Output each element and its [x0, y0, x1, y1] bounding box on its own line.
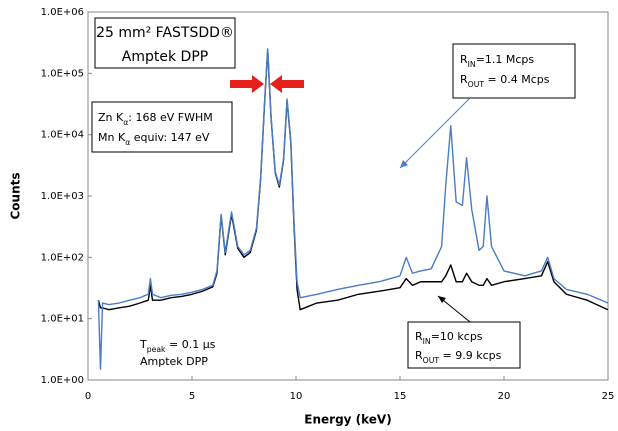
annotation-text: Zn Kα: 168 eV FWHM — [98, 111, 213, 127]
y-tick-label: 1.0E+06 — [41, 7, 84, 18]
annotation-segment: α — [125, 138, 130, 147]
annotation-segment: IN — [468, 60, 476, 69]
y-tick-label: 1.0E+01 — [41, 314, 84, 325]
annotation-segment: = 9.9 kcps — [439, 349, 502, 362]
annotation-segment: = 0.1 µs — [166, 338, 216, 351]
y-tick-label: 1.0E+03 — [41, 191, 84, 202]
series-group — [97, 48, 609, 370]
annotation-segment: =1.1 Mcps — [476, 53, 535, 66]
annotation-segment: Amptek DPP — [122, 49, 208, 65]
x-tick-label: 5 — [189, 391, 195, 402]
annotation-group — [91, 17, 576, 369]
pointer-line — [399, 97, 471, 169]
annotation-segment: Zn K — [98, 111, 124, 124]
annotation-segment: R — [415, 330, 423, 343]
annotation-segment: IN — [423, 337, 431, 346]
red-arrow — [230, 75, 264, 93]
y-tick-label: 1.0E+02 — [41, 252, 84, 263]
x-tick-label: 25 — [602, 391, 615, 402]
spectrum-line — [97, 48, 609, 370]
annotation-text: 25 mm² FASTSDD® — [96, 25, 234, 41]
y-tick-label: 1.0E+04 — [41, 130, 84, 141]
annotation-segment: α — [123, 118, 128, 127]
annotation-text: Amptek DPP — [122, 49, 208, 65]
y-tick-label: 1.0E+05 — [41, 68, 84, 79]
y-axis-label: Counts — [9, 172, 23, 219]
annotation-text: ROUT = 0.4 Mcps — [460, 73, 550, 89]
annotation-segment: R — [460, 53, 468, 66]
annotation-segment: R — [415, 349, 423, 362]
annotation-segment: T — [139, 338, 147, 351]
annotation-segment: 25 mm² FASTSDD® — [96, 25, 234, 41]
annotation-box — [407, 321, 521, 369]
annotation-segment: peak — [147, 345, 166, 354]
annotation-box — [452, 43, 576, 99]
pointer-head — [438, 296, 446, 303]
annotation-text: RIN=10 kcps — [415, 330, 483, 346]
pointer-head — [400, 160, 408, 168]
y-tick-label: 1.0E+00 — [41, 375, 84, 386]
red-arrow — [270, 75, 304, 93]
annotation-segment: R — [460, 73, 468, 86]
x-tick-label: 0 — [85, 391, 91, 402]
annotation-segment: = 0.4 Mcps — [484, 73, 550, 86]
annotation-text: Tpeak = 0.1 µs — [139, 338, 216, 354]
annotation-segment: OUT — [468, 80, 485, 89]
annotation-segment: : 168 eV FWHM — [128, 111, 212, 124]
annotation-segment: equiv: 147 eV — [130, 131, 210, 144]
annotation-text: RIN=1.1 Mcps — [460, 53, 534, 69]
x-axis-label: Energy (keV) — [304, 413, 391, 427]
annotation-text: ROUT = 9.9 kcps — [415, 349, 502, 365]
annotation-segment: Amptek DPP — [140, 355, 208, 368]
annotation-text: Mn Kα equiv: 147 eV — [98, 131, 210, 147]
x-tick-label: 20 — [498, 391, 511, 402]
x-tick-label: 15 — [394, 391, 407, 402]
annotation-box — [94, 17, 236, 69]
annotation-segment: =10 kcps — [431, 330, 483, 343]
annotation-segment: OUT — [423, 356, 440, 365]
annotation-box — [91, 101, 233, 153]
annotation-text: Amptek DPP — [140, 355, 208, 368]
x-tick-label: 10 — [290, 391, 303, 402]
annotation-segment: Mn K — [98, 131, 126, 144]
